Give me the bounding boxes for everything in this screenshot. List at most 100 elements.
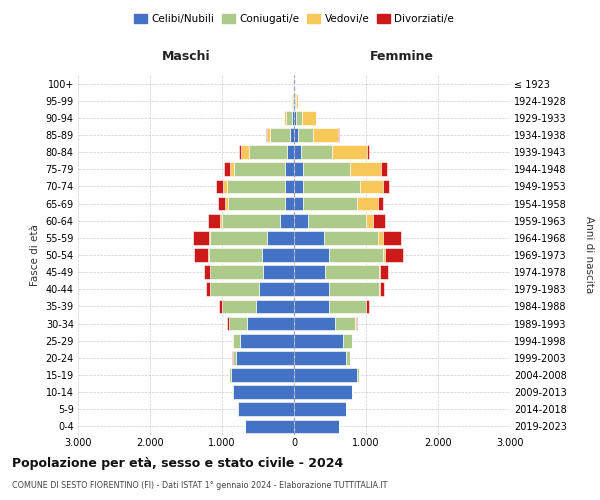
Bar bbox=[294, 180, 304, 194]
Bar bbox=[208, 214, 220, 228]
Bar bbox=[245, 420, 294, 434]
Text: Popolazione per età, sesso e stato civile - 2024: Popolazione per età, sesso e stato civil… bbox=[12, 458, 343, 470]
Legend: Celibi/Nubili, Coniugati/e, Vedovi/e, Divorziati/e: Celibi/Nubili, Coniugati/e, Vedovi/e, Di… bbox=[130, 10, 458, 29]
Bar bbox=[225, 196, 228, 210]
Bar bbox=[280, 214, 294, 228]
Text: Femmine: Femmine bbox=[370, 50, 434, 63]
Bar bbox=[385, 248, 403, 262]
Bar bbox=[329, 248, 383, 262]
Bar bbox=[218, 196, 225, 210]
Bar bbox=[284, 162, 294, 176]
Bar bbox=[292, 94, 293, 108]
Bar bbox=[358, 196, 377, 210]
Bar bbox=[210, 266, 211, 279]
Bar bbox=[194, 248, 208, 262]
Bar bbox=[302, 196, 358, 210]
Bar bbox=[381, 162, 387, 176]
Bar bbox=[329, 282, 379, 296]
Bar bbox=[222, 300, 256, 314]
Bar bbox=[270, 128, 290, 142]
Bar bbox=[259, 282, 294, 296]
Bar bbox=[294, 300, 329, 314]
Bar bbox=[294, 111, 296, 124]
Bar bbox=[380, 266, 388, 279]
Bar bbox=[209, 231, 211, 244]
Bar bbox=[233, 334, 240, 347]
Bar bbox=[232, 386, 233, 399]
Bar bbox=[313, 128, 338, 142]
Bar bbox=[294, 214, 308, 228]
Bar bbox=[233, 351, 236, 364]
Bar bbox=[295, 94, 296, 108]
Bar bbox=[293, 94, 294, 108]
Bar bbox=[240, 334, 294, 347]
Bar bbox=[211, 266, 263, 279]
Bar bbox=[241, 146, 248, 159]
Bar bbox=[378, 231, 383, 244]
Bar bbox=[373, 214, 385, 228]
Bar bbox=[263, 266, 294, 279]
Bar bbox=[350, 162, 381, 176]
Bar bbox=[304, 162, 350, 176]
Bar bbox=[356, 316, 357, 330]
Bar bbox=[294, 94, 295, 108]
Bar bbox=[301, 146, 332, 159]
Bar bbox=[284, 111, 286, 124]
Bar bbox=[294, 420, 338, 434]
Bar bbox=[380, 282, 384, 296]
Bar bbox=[266, 128, 270, 142]
Bar bbox=[294, 146, 301, 159]
Bar bbox=[230, 368, 294, 382]
Bar bbox=[238, 402, 294, 416]
Bar bbox=[358, 368, 359, 382]
Bar bbox=[308, 214, 366, 228]
Bar bbox=[377, 196, 383, 210]
Bar bbox=[286, 196, 294, 210]
Bar bbox=[211, 231, 266, 244]
Bar bbox=[233, 386, 294, 399]
Text: COMUNE DI SESTO FIORENTINO (FI) - Dati ISTAT 1° gennaio 2024 - Elaborazione TUTT: COMUNE DI SESTO FIORENTINO (FI) - Dati I… bbox=[12, 481, 388, 490]
Bar bbox=[294, 368, 358, 382]
Bar bbox=[343, 334, 352, 347]
Bar bbox=[359, 180, 383, 194]
Bar bbox=[219, 300, 221, 314]
Bar bbox=[290, 128, 294, 142]
Bar bbox=[294, 162, 304, 176]
Bar bbox=[324, 231, 378, 244]
Bar bbox=[304, 180, 359, 194]
Bar bbox=[383, 231, 401, 244]
Bar bbox=[292, 111, 294, 124]
Bar bbox=[294, 231, 324, 244]
Bar bbox=[193, 231, 209, 244]
Bar bbox=[329, 300, 366, 314]
Bar bbox=[227, 316, 229, 330]
Bar bbox=[286, 111, 292, 124]
Bar bbox=[229, 316, 247, 330]
Bar bbox=[294, 282, 329, 296]
Bar bbox=[294, 386, 352, 399]
Bar bbox=[294, 316, 335, 330]
Bar bbox=[296, 94, 298, 108]
Bar bbox=[223, 180, 227, 194]
Bar bbox=[338, 128, 339, 142]
Bar bbox=[228, 196, 286, 210]
Y-axis label: Fasce di età: Fasce di età bbox=[30, 224, 40, 286]
Bar bbox=[294, 128, 298, 142]
Bar bbox=[236, 351, 294, 364]
Bar bbox=[208, 248, 209, 262]
Bar bbox=[346, 351, 350, 364]
Bar bbox=[294, 196, 302, 210]
Bar bbox=[296, 111, 302, 124]
Bar bbox=[298, 128, 313, 142]
Bar bbox=[294, 351, 346, 364]
Bar bbox=[302, 111, 316, 124]
Bar bbox=[383, 180, 389, 194]
Bar bbox=[247, 316, 294, 330]
Text: Maschi: Maschi bbox=[161, 50, 211, 63]
Bar bbox=[216, 180, 223, 194]
Bar bbox=[224, 162, 230, 176]
Bar bbox=[248, 146, 287, 159]
Bar bbox=[266, 231, 294, 244]
Bar bbox=[294, 334, 343, 347]
Bar bbox=[379, 282, 380, 296]
